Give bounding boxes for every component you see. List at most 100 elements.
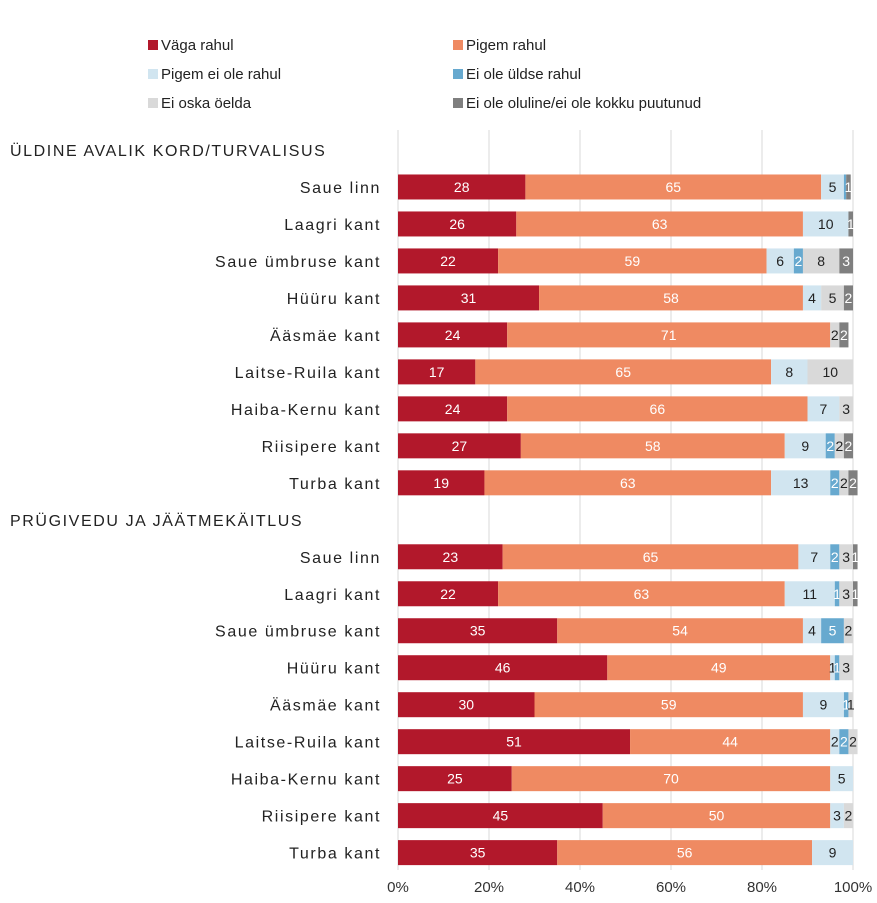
- data-label: 1: [845, 179, 853, 195]
- data-label: 26: [449, 216, 465, 232]
- bar-segment: [830, 544, 840, 570]
- category-label: Laagri kant: [284, 217, 381, 234]
- bar-segment: [398, 766, 512, 792]
- bar-segment: [839, 248, 853, 274]
- data-label: 2: [849, 734, 857, 750]
- data-label: 30: [458, 697, 474, 713]
- bar-segment: [812, 840, 853, 866]
- bar-segment: [839, 322, 849, 348]
- bar-segment: [821, 174, 844, 200]
- data-label: 2: [831, 327, 839, 343]
- bar-segment: [498, 581, 785, 607]
- bar-segment: [784, 581, 835, 607]
- bar-segment: [557, 840, 813, 866]
- data-label: 3: [842, 586, 850, 602]
- data-label: 13: [793, 475, 809, 491]
- bar-segment: [802, 618, 822, 644]
- data-label: 51: [506, 734, 522, 750]
- legend-swatch: [148, 69, 158, 79]
- bar-segment: [848, 211, 853, 237]
- data-label: 7: [810, 549, 818, 565]
- data-label: 19: [433, 475, 449, 491]
- data-label: 24: [445, 401, 461, 417]
- group-title: ÜLDINE AVALIK KORD/TURVALISUS: [10, 142, 326, 160]
- data-label: 70: [663, 771, 679, 787]
- bar-segment: [830, 322, 840, 348]
- bar-segment: [839, 581, 853, 607]
- bar-segment: [846, 174, 851, 200]
- data-label: 2: [840, 327, 848, 343]
- bar-segment: [602, 803, 831, 829]
- x-tick-label: 60%: [656, 879, 686, 896]
- bar-segment: [398, 729, 631, 755]
- data-label: 25: [447, 771, 463, 787]
- data-label: 31: [461, 290, 477, 306]
- bar-segment: [830, 470, 840, 496]
- bar-segment: [834, 433, 844, 459]
- bar-segment: [843, 803, 853, 829]
- bar-segment: [798, 544, 831, 570]
- bar-segment: [821, 618, 844, 644]
- data-label: 11: [803, 586, 818, 602]
- category-label: Saue ümbruse kant: [215, 254, 381, 271]
- bar-segment: [502, 544, 799, 570]
- bar-segment: [398, 396, 508, 422]
- bar-segment: [534, 692, 803, 718]
- data-label: 1: [847, 697, 855, 713]
- data-label: 2: [849, 475, 857, 491]
- data-label: 3: [842, 401, 850, 417]
- data-label: 5: [829, 179, 837, 195]
- data-label: 71: [661, 327, 677, 343]
- bar-segment: [398, 322, 508, 348]
- bar-segment: [830, 729, 840, 755]
- legend-item: Pigem ei ole rahul: [148, 66, 281, 84]
- legend-label: Ei oska öelda: [161, 95, 252, 112]
- legend-label: Ei ole üldse rahul: [466, 66, 582, 83]
- category-label: Laitse-Ruila kant: [235, 365, 381, 382]
- data-label: 2: [840, 475, 848, 491]
- data-label: 3: [842, 660, 850, 676]
- bar-segment: [398, 211, 517, 237]
- legend-swatch: [453, 40, 463, 50]
- bar-segment: [766, 248, 794, 274]
- data-label: 2: [826, 438, 834, 454]
- data-label: 1: [842, 697, 850, 713]
- data-label: 10: [822, 364, 838, 380]
- bar-segment: [853, 581, 858, 607]
- legend-item: Ei ole oluline/ei ole kokku puutunud: [453, 95, 701, 113]
- data-label: 4: [808, 623, 816, 639]
- data-label: 22: [440, 253, 456, 269]
- bar-segment: [830, 766, 853, 792]
- bar-segment: [398, 618, 558, 644]
- bar-segment: [398, 692, 535, 718]
- legend-item: Väga rahul: [148, 37, 234, 55]
- bar-segment: [821, 285, 844, 311]
- data-label: 59: [625, 253, 641, 269]
- data-label: 9: [829, 845, 837, 861]
- bar-segment: [557, 618, 803, 644]
- category-label: Ääsmäe kant: [270, 327, 381, 345]
- category-label: Turba kant: [289, 846, 381, 863]
- bar-segment: [398, 359, 476, 385]
- data-label: 58: [663, 290, 679, 306]
- bar-segment: [498, 248, 767, 274]
- data-label: 7: [820, 401, 828, 417]
- data-label: 63: [634, 586, 650, 602]
- bar-segment: [607, 655, 831, 681]
- data-label: 44: [722, 734, 738, 750]
- data-label: 3: [833, 808, 841, 824]
- bar-segment: [520, 433, 785, 459]
- bar-segment: [843, 285, 853, 311]
- data-label: 23: [443, 549, 459, 565]
- bar-segment: [475, 359, 772, 385]
- legend-item: Ei oska öelda: [148, 95, 251, 113]
- group-title: PRÜGIVEDU JA JÄÄTMEKÄITLUS: [10, 512, 303, 530]
- data-label: 1: [847, 216, 855, 232]
- data-label: 58: [645, 438, 661, 454]
- data-label: 1: [851, 549, 859, 565]
- data-label: 27: [452, 438, 468, 454]
- bar-segment: [525, 174, 822, 200]
- bar-segment: [839, 470, 849, 496]
- data-label: 1: [833, 586, 841, 602]
